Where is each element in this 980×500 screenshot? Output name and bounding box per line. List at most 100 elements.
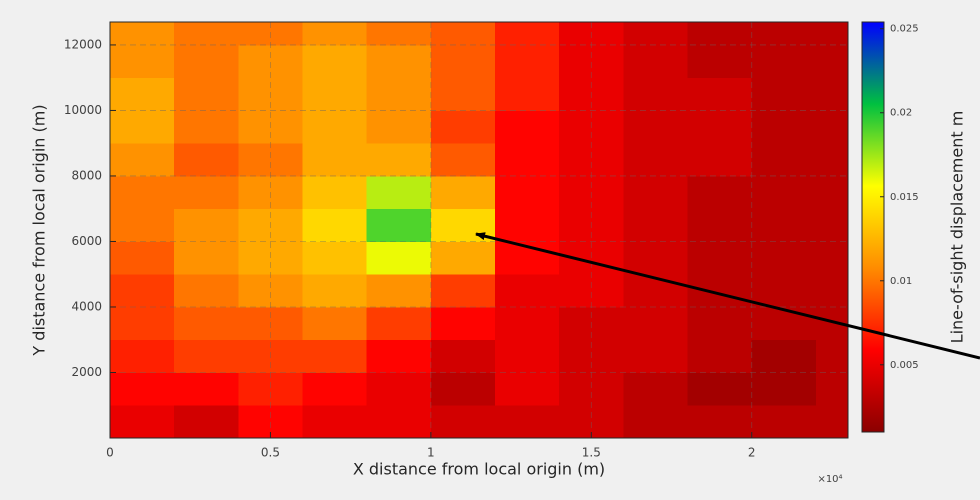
colorbar-label: Line-of-sight displacement m [948, 111, 967, 344]
x-tick-label: 1 [427, 446, 435, 460]
colorbar-tick-label: 0.02 [890, 108, 912, 119]
y-tick-label: 6000 [71, 234, 102, 248]
heatmap-cell [366, 110, 432, 144]
heatmap-cell [623, 241, 689, 275]
heatmap-cell [174, 175, 239, 210]
annotation-arrow [475, 232, 980, 360]
heatmap-cell [751, 306, 817, 341]
heatmap-cell [302, 306, 368, 341]
heatmap-cell [430, 110, 496, 144]
heatmap-cell [751, 339, 817, 373]
heatmap-cell [751, 175, 817, 210]
heatmap-cell [302, 405, 368, 439]
heatmap-cell [687, 77, 753, 111]
heatmap-cell [815, 143, 849, 177]
y-axis-label: Y distance from local origin (m) [30, 104, 49, 356]
heatmap-cell [751, 372, 817, 406]
heatmap-cell [687, 22, 753, 46]
heatmap-cell [174, 274, 239, 308]
x-tick-label: 0.5 [261, 446, 280, 460]
heatmap-cell [495, 143, 560, 177]
heatmap-cell [623, 372, 689, 406]
heatmap-cell [495, 306, 560, 341]
heatmap-cell [366, 274, 432, 308]
heatmap-cell [366, 208, 432, 242]
heatmap-cell [174, 339, 239, 373]
colorbar-tick-label: 0.005 [890, 360, 919, 371]
colorbar [861, 21, 885, 433]
heatmap-cell [302, 372, 368, 406]
heatmap-cell [495, 175, 560, 210]
heatmap-cell [366, 405, 432, 439]
heatmap-cell [495, 339, 560, 373]
heatmap-cell [623, 110, 689, 144]
heatmap-cell [687, 175, 753, 210]
heatmap-cell [495, 77, 560, 111]
heatmap-cell [366, 143, 432, 177]
heatmap-cell [430, 22, 496, 46]
heatmap-cell [366, 22, 432, 46]
heatmap-cell [815, 175, 849, 210]
heatmap-cell [430, 405, 496, 439]
plot-frame [109, 21, 849, 439]
heatmap-cell [302, 110, 368, 144]
heatmap-cell [366, 306, 432, 341]
heatmap-cell [815, 372, 849, 406]
heatmap-cell [302, 44, 368, 79]
heatmap-cell [110, 306, 175, 341]
heatmap-cell [495, 208, 560, 242]
heatmap-cell [751, 22, 817, 46]
heatmap-cell [815, 274, 849, 308]
colorbar-tick-label: 0.01 [890, 276, 912, 287]
heatmap-cell [623, 339, 689, 373]
heatmap-cell [815, 110, 849, 144]
heatmap-cell [751, 44, 817, 79]
heatmap-cell [430, 44, 496, 79]
y-tick-label: 10000 [64, 103, 102, 117]
heatmap-cell [110, 110, 175, 144]
heatmap-cell [238, 143, 304, 177]
heatmap-cell [623, 405, 689, 439]
heatmap-cell [174, 306, 239, 341]
heatmap-cell [430, 306, 496, 341]
heatmap-cell [815, 77, 849, 111]
heatmap-cell [174, 77, 239, 111]
heatmap-cell [559, 274, 624, 308]
y-tick-label: 2000 [71, 365, 102, 379]
heatmap-cell [495, 405, 560, 439]
x-exponent-label: ×10⁴ [817, 474, 842, 485]
heatmap-cell [751, 274, 817, 308]
heatmap-cell [751, 143, 817, 177]
heatmap-cell [430, 77, 496, 111]
y-tick-label: 12000 [64, 37, 102, 51]
heatmap-cell [559, 143, 624, 177]
heatmap-cell [623, 208, 689, 242]
heatmap-cell [623, 44, 689, 79]
heatmap-cell [238, 274, 304, 308]
heatmap-cell [302, 22, 368, 46]
heatmap-cell [687, 143, 753, 177]
heatmap-cell [174, 44, 239, 79]
heatmap-cell [174, 110, 239, 144]
x-axis-label: X distance from local origin (m) [353, 460, 605, 479]
colorbar-tick-label: 0.025 [890, 24, 919, 35]
heatmap-cell [623, 175, 689, 210]
heatmap-cell [110, 405, 175, 439]
heatmap-cell [366, 44, 432, 79]
heatmap-cell [430, 339, 496, 373]
heatmap-cell [110, 274, 175, 308]
heatmap-cell [495, 22, 560, 46]
heatmap-cell [302, 175, 368, 210]
heatmap-cell [110, 77, 175, 111]
heatmap-cell [495, 44, 560, 79]
heatmap-cell [430, 372, 496, 406]
heatmap-cell [687, 241, 753, 275]
heatmap-cell [110, 339, 175, 373]
heatmap [110, 22, 849, 439]
heatmap-cell [687, 208, 753, 242]
heatmap-cell [174, 405, 239, 439]
heatmap-cell [815, 339, 849, 373]
heatmap-cell [110, 44, 175, 79]
heatmap-cell [366, 372, 432, 406]
